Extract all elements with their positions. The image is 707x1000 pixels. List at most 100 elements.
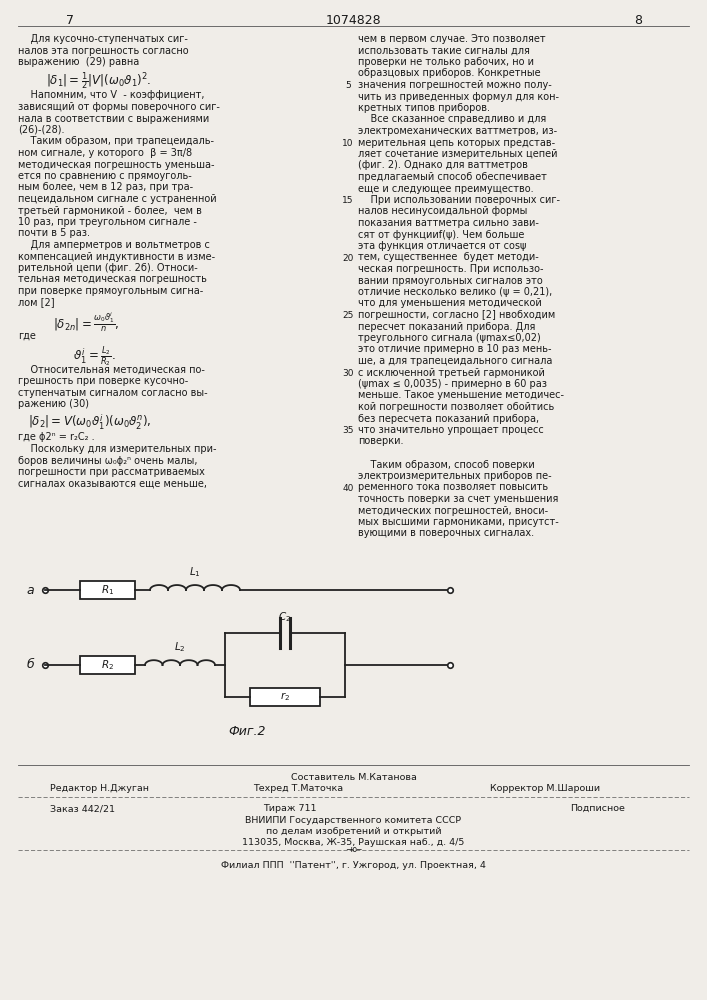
Text: кой погрешности позволяет обойтись: кой погрешности позволяет обойтись [358, 402, 554, 412]
Text: 8: 8 [634, 14, 642, 27]
Text: сигналах оказываются еще меньше,: сигналах оказываются еще меньше, [18, 479, 207, 488]
Text: выражению  (29) равна: выражению (29) равна [18, 57, 139, 67]
Text: 113035, Москва, Ж-35, Раушская наб., д. 4/5: 113035, Москва, Ж-35, Раушская наб., д. … [243, 838, 464, 847]
Text: ческая погрешность. При использо-: ческая погрешность. При использо- [358, 264, 544, 274]
Text: треугольного сигнала (ψmax≤0,02): треугольного сигнала (ψmax≤0,02) [358, 333, 541, 343]
Text: что для уменьшения методической: что для уменьшения методической [358, 298, 542, 308]
Text: нала в соответствии с выражениями: нала в соответствии с выражениями [18, 113, 209, 123]
Text: зависящий от формы поверочного сиг-: зависящий от формы поверочного сиг- [18, 102, 220, 112]
Text: $|\delta_{2n}|{=}\frac{\omega_0\vartheta_1^i}{n},$: $|\delta_{2n}|{=}\frac{\omega_0\vartheta… [53, 311, 119, 334]
Text: (ψmax ≤ 0,0035) - примерно в 60 раз: (ψmax ≤ 0,0035) - примерно в 60 раз [358, 379, 547, 389]
Text: лом [2]: лом [2] [18, 298, 54, 308]
Text: вующими в поверочных сигналах.: вующими в поверочных сигналах. [358, 528, 534, 538]
Bar [80, 581, 135, 599]
Bar [80, 656, 135, 674]
Text: где ϕ2ⁿ = r₂C₂ .: где ϕ2ⁿ = r₂C₂ . [18, 432, 95, 442]
Text: 40: 40 [342, 484, 354, 493]
Text: налов несинусоидальной формы: налов несинусоидальной формы [358, 207, 527, 217]
Text: ляет сочетание измерительных цепей: ляет сочетание измерительных цепей [358, 149, 558, 159]
Text: 35: 35 [342, 426, 354, 435]
Text: это отличие примерно в 10 раз мень-: это отличие примерно в 10 раз мень- [358, 344, 551, 355]
Text: $\vartheta_1^i{=}\frac{L_2}{R_2}.$: $\vartheta_1^i{=}\frac{L_2}{R_2}.$ [73, 344, 116, 369]
Text: Тираж 711: Тираж 711 [263, 804, 317, 813]
Text: при поверке прямоугольным сигна-: при поверке прямоугольным сигна- [18, 286, 203, 296]
Text: $L_1$: $L_1$ [189, 565, 201, 579]
Text: (26)-(28).: (26)-(28). [18, 125, 64, 135]
Text: по делам изобретений и открытий: по делам изобретений и открытий [266, 827, 441, 836]
Text: ным более, чем в 12 раз, при тра-: ным более, чем в 12 раз, при тра- [18, 182, 193, 192]
Text: $r_2$: $r_2$ [280, 691, 290, 703]
Text: ступенчатым сигналом согласно вы-: ступенчатым сигналом согласно вы- [18, 387, 208, 397]
Text: мых высшими гармониками, присутст-: мых высшими гармониками, присутст- [358, 517, 559, 527]
Text: показания ваттметра сильно зави-: показания ваттметра сильно зави- [358, 218, 539, 228]
Text: 1074828: 1074828 [326, 14, 381, 27]
Text: тем, существеннее  будет методи-: тем, существеннее будет методи- [358, 252, 539, 262]
Text: рительной цепи (фиг. 2б). Относи-: рительной цепи (фиг. 2б). Относи- [18, 263, 198, 273]
Text: электромеханических ваттметров, из-: электромеханических ваттметров, из- [358, 126, 557, 136]
Text: предлагаемый способ обеспечивает: предлагаемый способ обеспечивает [358, 172, 547, 182]
Text: Таким образом, при трапецеидаль-: Таким образом, при трапецеидаль- [18, 136, 214, 146]
Text: $|\delta_1|{=}\frac{1}{2}|V|(\omega_0\vartheta_1)^2.$: $|\delta_1|{=}\frac{1}{2}|V|(\omega_0\va… [46, 70, 151, 92]
Text: методическая погрешность уменьша-: методическая погрешность уменьша- [18, 159, 214, 169]
Text: $C_2$: $C_2$ [279, 610, 291, 624]
Text: методических погрешностей, вноси-: методических погрешностей, вноси- [358, 506, 548, 516]
Text: где: где [18, 331, 36, 341]
Text: Для амперметров и вольтметров с: Для амперметров и вольтметров с [18, 240, 210, 250]
Text: $R_1$: $R_1$ [101, 583, 114, 597]
Text: При использовании поверочных сиг-: При использовании поверочных сиг- [358, 195, 560, 205]
Text: (фиг. 2). Однако для ваттметров: (фиг. 2). Однако для ваттметров [358, 160, 528, 170]
Text: точность поверки за счет уменьшения: точность поверки за счет уменьшения [358, 494, 559, 504]
Text: ражению (30): ражению (30) [18, 399, 89, 409]
Text: 10 раз, при треугольном сигнале -: 10 раз, при треугольном сигнале - [18, 217, 197, 227]
Text: 10: 10 [342, 139, 354, 148]
Text: погрешности, согласно [2] нвобходим: погрешности, согласно [2] нвобходим [358, 310, 555, 320]
Text: ВНИИПИ Государственного комитета СССР: ВНИИПИ Государственного комитета СССР [245, 816, 462, 825]
Text: 30: 30 [342, 369, 354, 378]
Text: Техред Т.Маточка: Техред Т.Маточка [253, 784, 343, 793]
Text: 5: 5 [345, 81, 351, 90]
Text: ется по сравнению с прямоуголь-: ется по сравнению с прямоуголь- [18, 171, 192, 181]
Text: ном сигнале, у которого  β = 3π/8: ном сигнале, у которого β = 3π/8 [18, 148, 192, 158]
Text: что значительно упрощает процесс: что значительно упрощает процесс [358, 425, 544, 435]
Text: Корректор М.Шароши: Корректор М.Шароши [490, 784, 600, 793]
Text: 25: 25 [342, 311, 354, 320]
Text: с исключенной третьей гармоникой: с исключенной третьей гармоникой [358, 367, 545, 377]
Text: Напомним, что V  - коэффициент,: Напомним, что V - коэффициент, [18, 91, 204, 101]
Text: боров величины ω₀ϕ₂ⁿ очень малы,: боров величины ω₀ϕ₂ⁿ очень малы, [18, 456, 197, 466]
Text: Поскольку для измерительных при-: Поскольку для измерительных при- [18, 444, 216, 454]
Text: образцовых приборов. Конкретные: образцовых приборов. Конкретные [358, 68, 541, 79]
Text: Для кусочно-ступенчатых сиг-: Для кусочно-ступенчатых сиг- [18, 34, 188, 44]
Text: Филиал ППП  ''Патент'', г. Ужгород, ул. Проектная, 4: Филиал ППП ''Патент'', г. Ужгород, ул. П… [221, 861, 486, 870]
Text: сят от функцииf(ψ). Чем больше: сят от функцииf(ψ). Чем больше [358, 230, 525, 239]
Text: проверки не только рабочих, но и: проверки не только рабочих, но и [358, 57, 534, 67]
Text: почти в 5 раз.: почти в 5 раз. [18, 229, 90, 238]
Text: компенсацией индуктивности в изме-: компенсацией индуктивности в изме- [18, 251, 215, 261]
Text: без пересчета показаний прибора,: без пересчета показаний прибора, [358, 414, 539, 424]
Text: 20: 20 [342, 254, 354, 263]
Text: отличие несколько велико (ψ = 0,21),: отличие несколько велико (ψ = 0,21), [358, 287, 552, 297]
Text: поверки.: поверки. [358, 436, 404, 446]
Text: $R_2$: $R_2$ [101, 658, 114, 672]
Text: 7: 7 [66, 14, 74, 27]
Text: б: б [26, 658, 34, 672]
Text: а: а [26, 584, 34, 596]
Text: погрешности при рассматриваемых: погрешности при рассматриваемых [18, 467, 205, 477]
Text: электроизмерительных приборов пе-: электроизмерительных приборов пе- [358, 471, 551, 481]
Text: чем в первом случае. Это позволяет: чем в первом случае. Это позволяет [358, 34, 546, 44]
Text: Фиг.2: Фиг.2 [229, 725, 267, 738]
Text: Все сказанное справедливо и для: Все сказанное справедливо и для [358, 114, 547, 124]
Text: меньше. Такое уменьшение методичес-: меньше. Такое уменьшение методичес- [358, 390, 564, 400]
Text: эта функция отличается от cosψ: эта функция отличается от cosψ [358, 241, 527, 251]
Text: третьей гармоникой - более,  чем в: третьей гармоникой - более, чем в [18, 206, 202, 216]
Text: Составитель М.Катанова: Составитель М.Катанова [291, 773, 416, 782]
Text: Таким образом, способ поверки: Таким образом, способ поверки [358, 460, 534, 470]
Text: $L_2$: $L_2$ [174, 640, 186, 654]
Text: $|\delta_2|{=}V(\omega_0\vartheta_1^i)(\omega_0\vartheta_2^n),$: $|\delta_2|{=}V(\omega_0\vartheta_1^i)(\… [28, 412, 151, 432]
Text: вании прямоугольных сигналов это: вании прямоугольных сигналов это [358, 275, 543, 286]
Text: мерительная цепь которых представ-: мерительная цепь которых представ- [358, 137, 555, 147]
Text: ше, а для трапецеидального сигнала: ше, а для трапецеидального сигнала [358, 356, 552, 366]
Text: Относительная методическая по-: Относительная методическая по- [18, 364, 205, 374]
Text: еще и следующее преимущество.: еще и следующее преимущество. [358, 184, 534, 194]
Text: 15: 15 [342, 196, 354, 205]
Text: пецеидальном сигнале с устраненной: пецеидальном сигнале с устраненной [18, 194, 216, 204]
